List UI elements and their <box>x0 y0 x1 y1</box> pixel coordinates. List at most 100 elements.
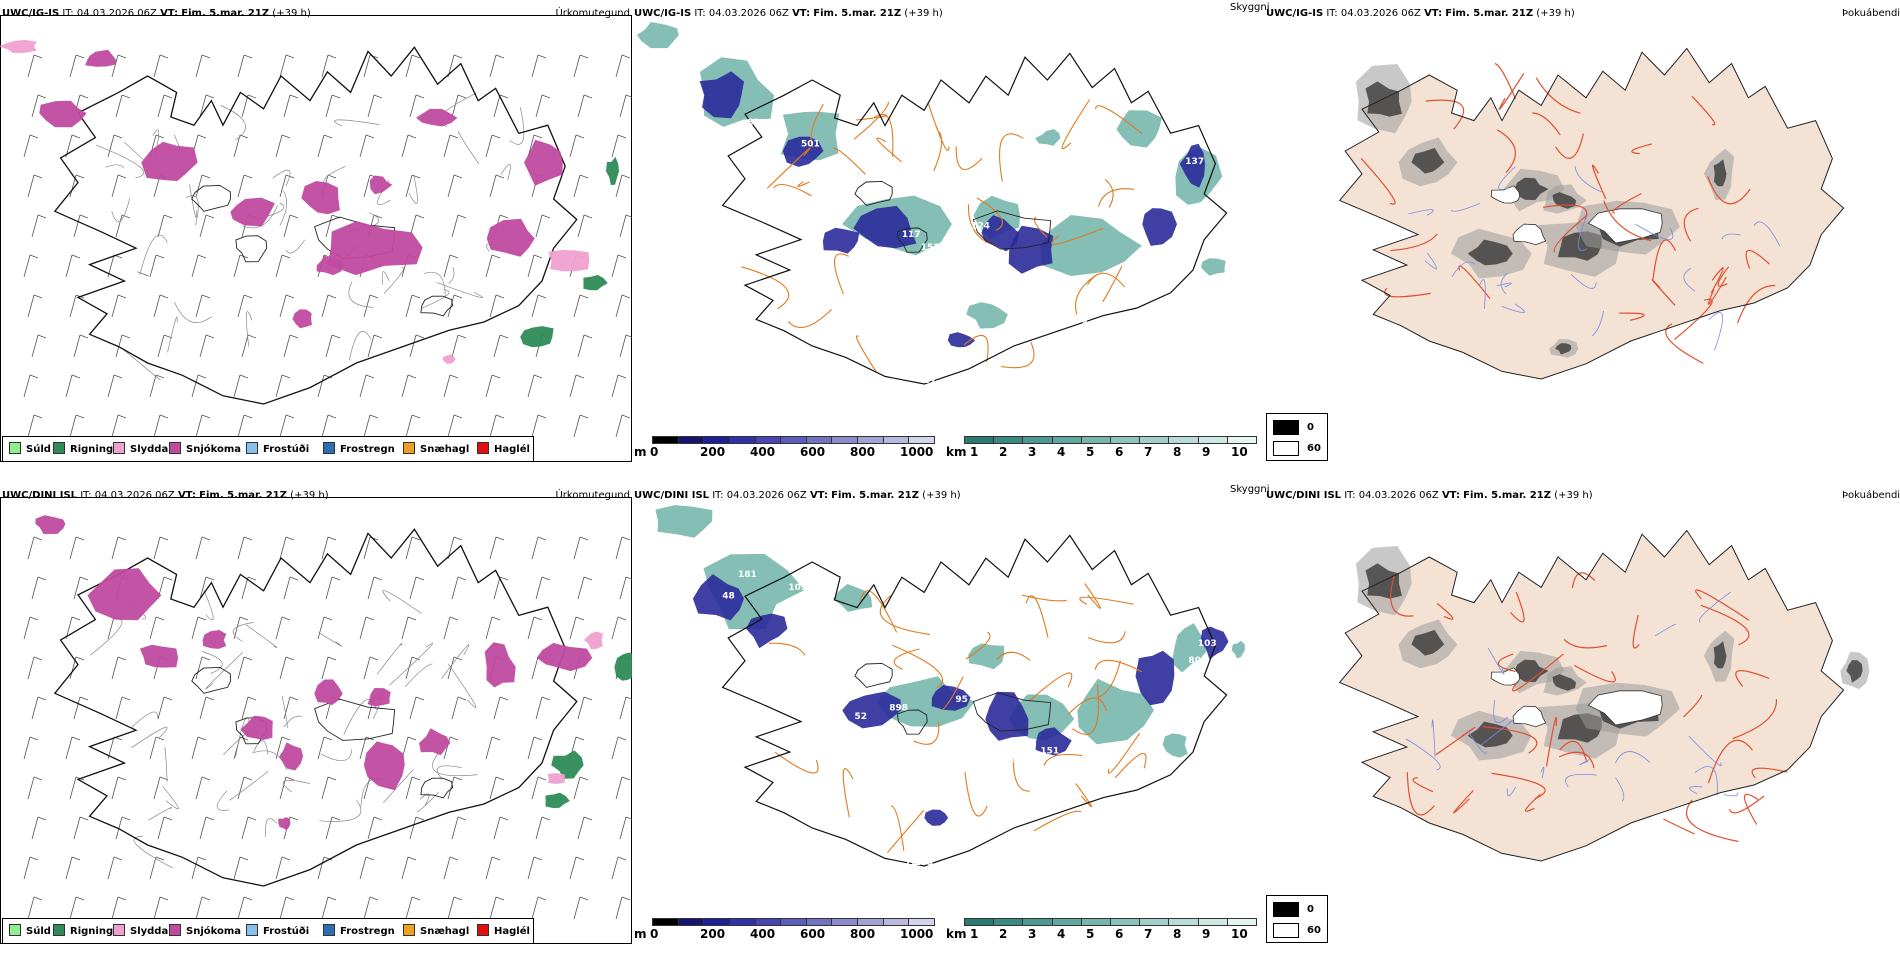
road <box>767 147 811 189</box>
wind-barb <box>279 656 295 680</box>
low-visibility-area <box>1035 129 1061 146</box>
road <box>447 663 477 708</box>
wind-barb <box>325 334 341 358</box>
low-visibility-area <box>1231 640 1245 659</box>
wind-barb <box>195 294 211 318</box>
wind-barb <box>237 414 253 438</box>
visibility-bar-segment <box>1080 918 1111 926</box>
road <box>89 617 123 656</box>
sleet-area <box>548 250 590 272</box>
legend-label: Rigning <box>70 444 114 455</box>
road <box>1021 594 1067 602</box>
snow-area <box>367 688 391 707</box>
cloud-title: Skyggni <box>1230 484 1270 495</box>
wind-barb <box>401 374 417 398</box>
low-visibility-area <box>655 505 713 538</box>
wind-barb <box>447 896 463 920</box>
road <box>1745 249 1770 269</box>
wind-barb <box>619 816 632 840</box>
visibility-bar-segment <box>1197 918 1228 926</box>
road <box>448 267 455 285</box>
road <box>267 202 285 217</box>
road <box>265 818 278 837</box>
coastline <box>721 534 1228 867</box>
wind-barb <box>237 896 253 920</box>
fog-core <box>1846 660 1863 683</box>
wind-barb <box>363 54 379 78</box>
cloud-base-label: 95 <box>955 695 968 705</box>
road <box>285 239 305 254</box>
road <box>1619 312 1645 321</box>
wind-barb <box>157 696 173 720</box>
road <box>1406 772 1435 816</box>
legend-swatch <box>246 924 258 936</box>
road <box>1717 266 1730 287</box>
vt-value: Fim. 5.mar. 21Z <box>181 8 270 19</box>
cloud-base-label: 99 <box>823 592 836 602</box>
wind-barb <box>199 94 215 118</box>
wind-barb <box>367 816 383 840</box>
road <box>1674 298 1713 341</box>
wind-barb <box>401 134 417 158</box>
wind-barb <box>73 214 89 238</box>
road <box>1494 62 1517 100</box>
road <box>245 624 278 648</box>
wind-barb <box>149 374 165 398</box>
wind-barb <box>359 134 375 158</box>
wind-barb <box>149 616 165 640</box>
wind-barb <box>69 54 85 78</box>
road <box>1700 604 1750 646</box>
road <box>967 204 994 246</box>
visibility-bar-segment <box>993 918 1024 926</box>
road <box>797 181 810 187</box>
it-value: 04.03.2026 06Z <box>708 8 789 19</box>
precip-map <box>23 515 632 920</box>
wind-barb <box>405 174 421 198</box>
low-visibility-area <box>1171 623 1211 673</box>
wind-barb <box>149 736 165 760</box>
road <box>253 740 269 755</box>
wind-barb <box>577 214 593 238</box>
wind-barb <box>363 656 379 680</box>
river <box>1496 282 1512 288</box>
fog-map <box>1338 47 1845 380</box>
wind-barb <box>191 736 207 760</box>
river-network <box>1405 591 1738 802</box>
road <box>1491 772 1546 800</box>
wind-barb <box>241 576 257 600</box>
wind-barb <box>115 816 131 840</box>
road <box>1095 105 1143 135</box>
river <box>1683 268 1696 292</box>
wind-barb <box>573 536 589 560</box>
wind-barb <box>317 616 333 640</box>
wind-barb <box>149 856 165 880</box>
wind-barb <box>321 656 337 680</box>
road <box>441 644 470 679</box>
wind-barb <box>489 536 505 560</box>
it-value: 04.03.2026 06Z <box>94 490 175 501</box>
road <box>136 271 149 277</box>
glacier <box>1490 185 1521 204</box>
height-bar-segment <box>831 918 859 926</box>
river <box>1574 166 1602 193</box>
road <box>216 790 230 811</box>
cloud-base-label: 152 <box>921 243 940 253</box>
road <box>1497 653 1516 672</box>
low-visibility-area <box>1116 110 1162 148</box>
wind-barb <box>283 696 299 720</box>
snow-area <box>301 181 340 215</box>
legend-swatch <box>403 924 415 936</box>
visibility-bar-tick: 6 <box>1115 927 1124 941</box>
cloud-base-area <box>1008 225 1054 274</box>
wind-barb <box>535 214 551 238</box>
vt-value: Fim. 5.mar. 21Z <box>813 8 902 19</box>
road <box>220 105 246 141</box>
visibility-bar-segment <box>1226 436 1257 444</box>
road <box>1663 818 1695 835</box>
glacier-outline <box>854 662 893 688</box>
road <box>162 786 179 810</box>
road <box>1051 227 1104 245</box>
cloud-base-label: 99 <box>766 209 779 219</box>
height-bar-unit: m <box>634 445 647 459</box>
wind-barb <box>241 94 257 118</box>
